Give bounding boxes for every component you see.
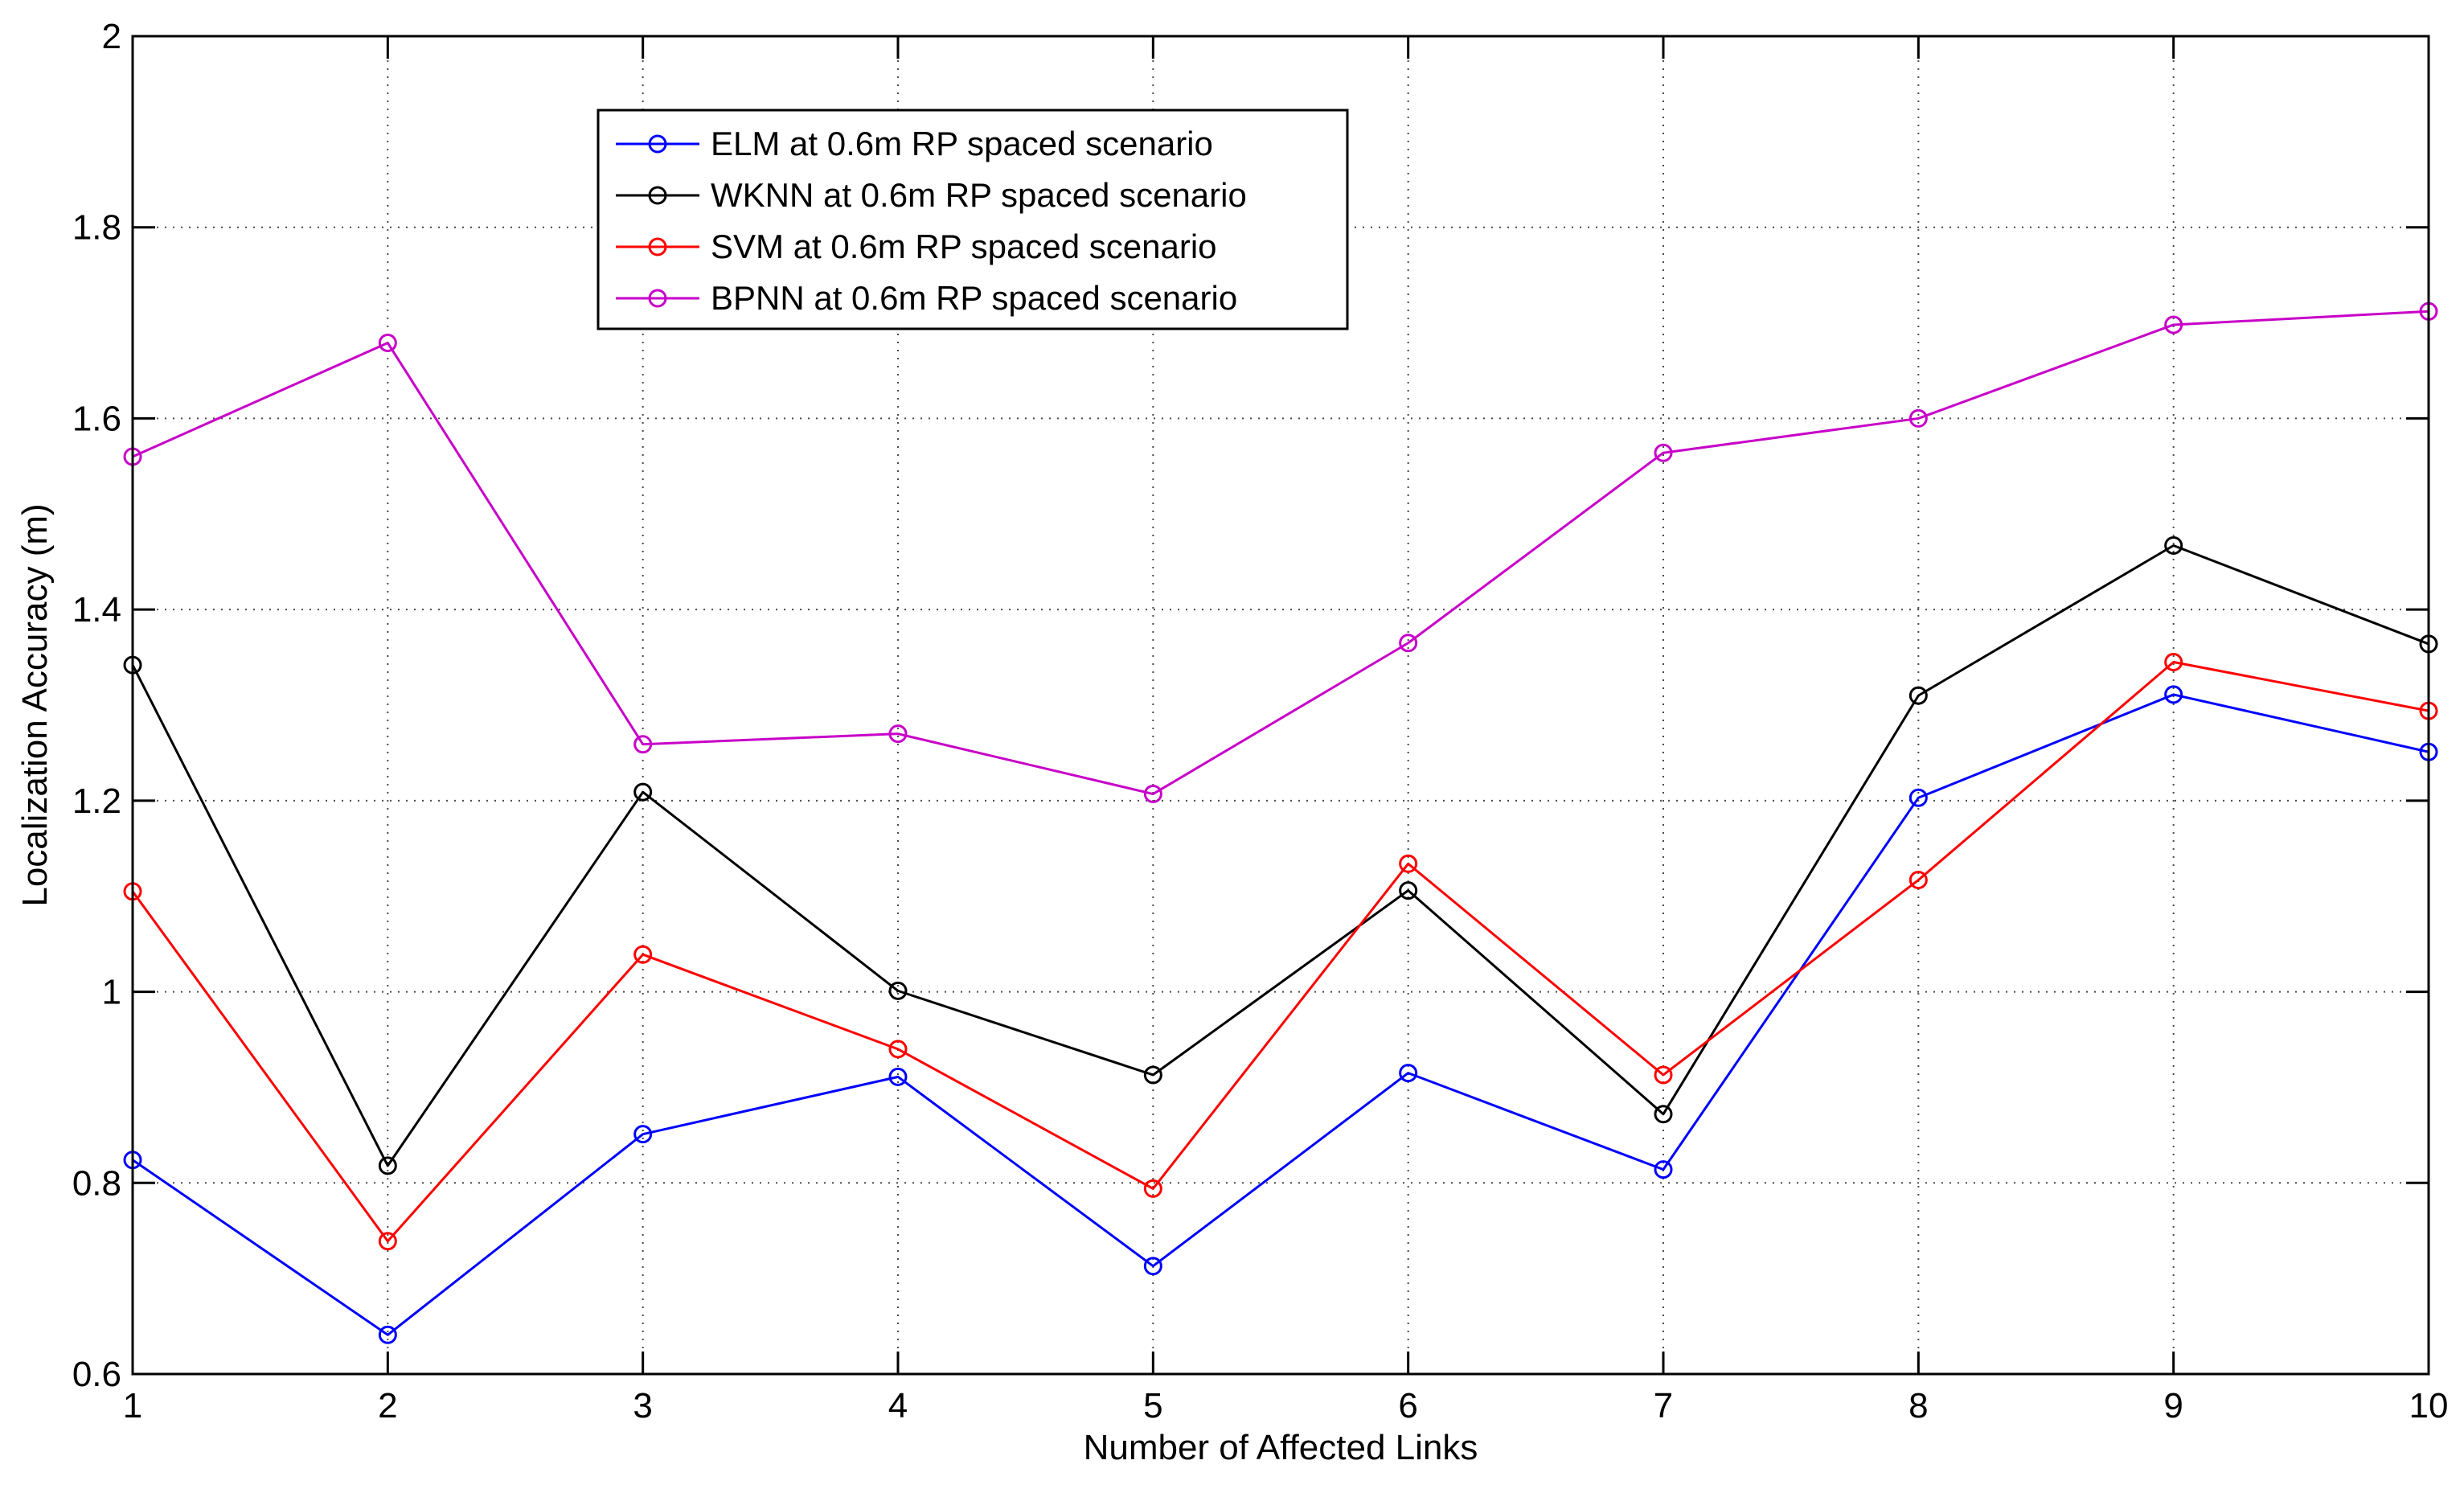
data-point [1143,1065,1162,1085]
series-line [132,310,2429,796]
data-point [633,945,653,964]
x-tick-label: 4 [888,1386,908,1425]
data-point [1654,1160,1673,1179]
legend-swatch-marker [648,237,667,256]
series-line [131,544,2429,1167]
data-point [633,735,653,754]
data-point [378,1232,397,1251]
x-tick-label: 10 [2409,1386,2449,1425]
x-tick-label: 3 [633,1386,652,1425]
legend-swatch-marker [648,186,667,205]
y-tick-label: 1.2 [72,781,121,821]
series-line [131,661,2429,1243]
x-tick-label: 5 [1143,1386,1162,1425]
legend-item: SVM at 0.6m RP spaced scenario [616,228,1217,265]
data-point [1399,854,1418,873]
data-point [1399,634,1418,653]
data-point [888,1067,908,1086]
series-2 [123,536,2438,1175]
y-tick-label: 1.6 [72,399,121,438]
data-point [1654,1065,1673,1085]
x-axis-title: Number of Affected Links [1084,1428,1478,1467]
data-point [1143,1179,1162,1198]
legend-swatch-marker [648,134,667,154]
data-point [888,724,908,744]
data-point [378,1156,397,1175]
x-tick-label: 9 [2163,1386,2183,1425]
legend-box [597,109,1349,330]
y-tick-label: 1.4 [72,590,121,630]
data-point [1399,1064,1418,1083]
data-point [888,981,908,1000]
x-tick-label: 2 [378,1386,397,1425]
legend-label: BPNN at 0.6m RP spaced scenario [711,279,1237,317]
axes: 1 2 3 4 5 6 7 8 9 10 0.6 0.8 1 1.2 1.4 1.6 1.8 2 [72,17,2449,1425]
legend-swatch-marker [648,289,667,308]
data-point [2164,536,2183,556]
data-point [1143,785,1162,804]
y-tick-label: 2 [102,17,121,56]
data-point [1654,1105,1673,1124]
data-point [1399,881,1418,900]
series-line [132,693,2429,1336]
x-tick-label: 7 [1654,1386,1673,1425]
x-tick-label: 1 [123,1386,142,1425]
legend: ELM at 0.6m RP spaced scenario WKNN at 0.… [597,109,1349,330]
legend-item: ELM at 0.6m RP spaced scenario [616,125,1213,162]
y-tick-label: 0.6 [72,1355,121,1394]
x-tick-label: 8 [1908,1386,1928,1425]
data-point [1908,686,1928,705]
legend-label: ELM at 0.6m RP spaced scenario [711,125,1213,162]
grid-lines [133,36,2429,1374]
y-tick-label: 0.8 [72,1163,121,1203]
plot-frame [131,35,2430,1376]
data-point [1908,788,1928,807]
data-point [2164,315,2183,334]
data-point [1143,1257,1162,1276]
data-point [1654,443,1673,462]
data-point [633,782,653,802]
y-tick-label: 1 [102,973,121,1012]
series-layer [123,301,2438,1344]
legend-label: SVM at 0.6m RP spaced scenario [711,228,1217,265]
data-point [378,334,397,353]
legend-item: BPNN at 0.6m RP spaced scenario [616,279,1237,317]
data-point [2164,685,2183,704]
data-point [2164,653,2183,672]
legend-item: WKNN at 0.6m RP spaced scenario [616,176,1247,214]
data-point [378,1325,397,1344]
y-tick-label: 1.8 [72,208,121,248]
x-tick-label: 6 [1398,1386,1417,1425]
legend-label: WKNN at 0.6m RP spaced scenario [711,176,1247,214]
y-axis-title: Localization Accuracy (m) [15,503,55,906]
data-point [633,1125,653,1144]
data-point [888,1040,908,1059]
data-point [1908,871,1928,890]
data-point [1908,408,1928,428]
